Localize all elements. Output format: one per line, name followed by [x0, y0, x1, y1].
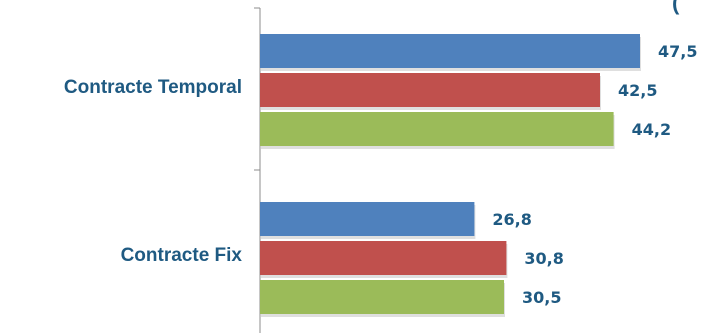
bar-contracte-temporal-0 — [260, 34, 640, 68]
bar-contracte-fix-2 — [260, 280, 504, 314]
data-label-contracte-fix-0: 26,8 — [492, 210, 531, 229]
bar-contracte-temporal-1 — [260, 73, 600, 107]
data-label-contracte-temporal-0: 47,5 — [658, 42, 697, 61]
data-label-contracte-fix-2: 30,5 — [522, 288, 561, 307]
bar-contracte-temporal-2 — [260, 112, 614, 146]
data-label-contracte-temporal-1: 42,5 — [618, 81, 657, 100]
bar-contracte-fix-0 — [260, 202, 475, 236]
data-label-contracte-temporal-2: 44,2 — [632, 120, 671, 139]
category-label-contracte-fix: Contracte Fix — [120, 245, 242, 266]
category-label-contracte-temporal: Contracte Temporal — [63, 77, 242, 98]
bar-contracte-fix-1 — [260, 241, 507, 275]
title-fragment: ( — [672, 0, 680, 15]
data-label-contracte-fix-1: 30,8 — [524, 249, 563, 268]
